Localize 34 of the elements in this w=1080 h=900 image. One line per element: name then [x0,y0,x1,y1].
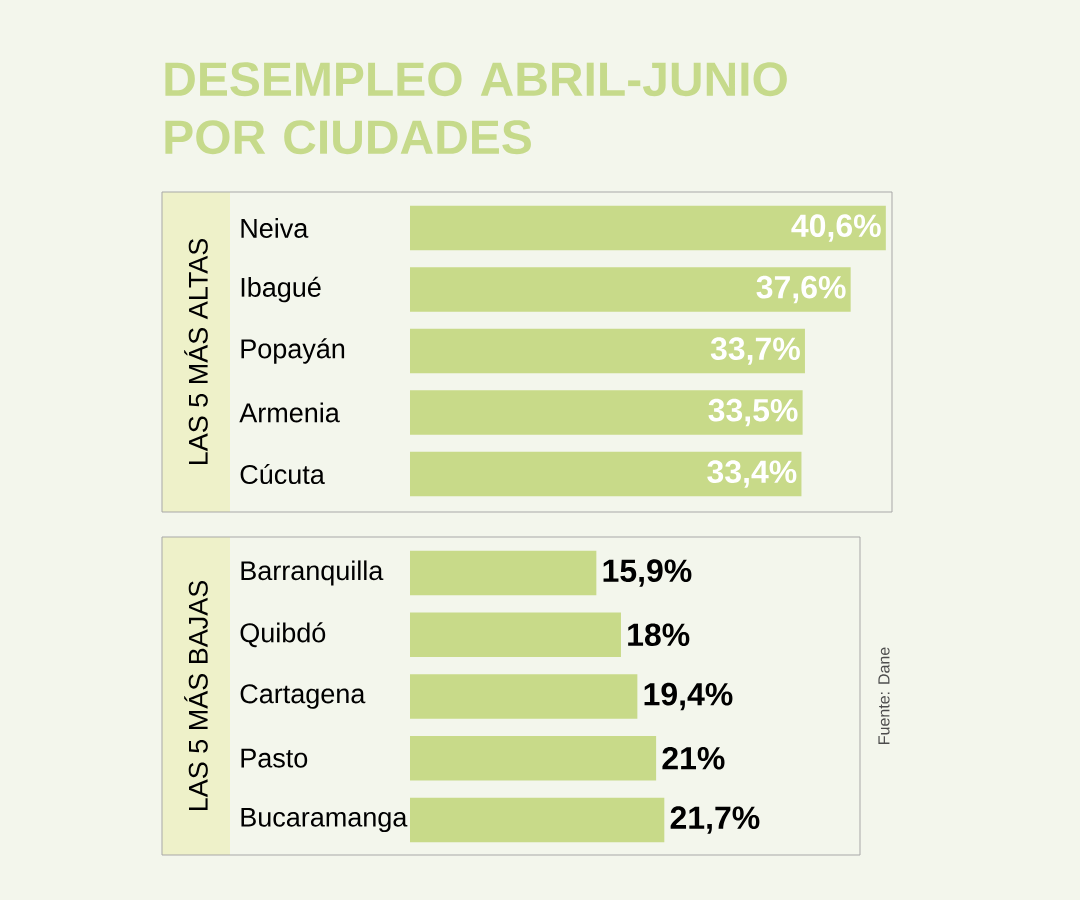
data-label: 33,4% [707,460,797,488]
data-label: 33,7% [710,337,800,365]
y-tick-label: Barranquilla [241,560,384,586]
data-label: 21,7% [670,806,760,834]
source-note: Fuente: Dane [878,647,890,744]
bar [410,451,802,497]
bar [410,674,638,719]
data-label: 37,6% [756,275,846,304]
chart-title: DESEMPLEO ABRIL-JUNIO POR CIUDADES [165,62,787,155]
bar [410,205,886,251]
y-tick-label: Ibagué [241,276,321,303]
y-tick-label: Bucaramanga [241,807,408,833]
y-tick-label: Quibdó [240,622,326,648]
y-tick-label: Popayán [241,338,345,364]
data-label: 21% [662,746,725,770]
data-label: 15,9% [603,559,692,587]
y-tick-label: Neiva [241,218,309,238]
y-tick-label: Armenia [239,402,340,423]
bar [410,267,851,312]
bar [410,797,665,843]
y-tick-label: Pasto [241,748,308,768]
bar [410,612,621,657]
data-label: 40,6% [791,214,881,242]
y-axis-title: LAS 5 MÁS ALTAS [184,238,208,465]
y-axis-title: LAS 5 MÁS BAJAS [184,580,208,811]
data-label: 18% [628,623,690,647]
data-label: 19,4% [644,682,733,711]
bar [410,390,803,435]
bar [410,550,597,596]
bar [410,328,805,374]
bar [410,736,657,781]
y-tick-label: Cartagena [240,684,366,709]
data-label: 33,5% [708,398,798,427]
y-tick-label: Cúcuta [240,463,325,485]
